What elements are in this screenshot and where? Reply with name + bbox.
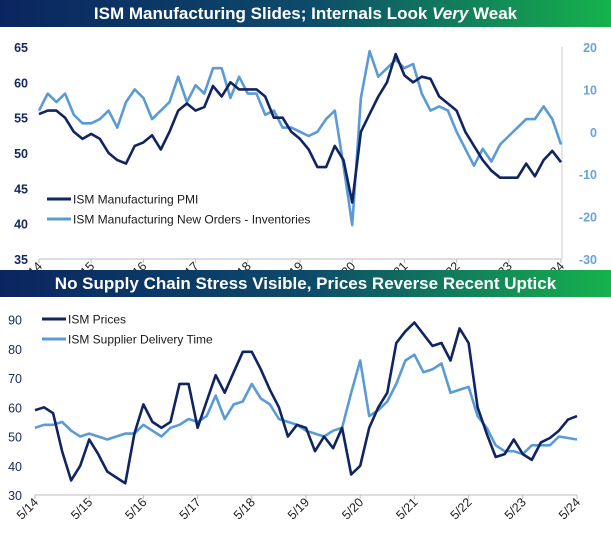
- x-tick-label: 5/20: [339, 495, 366, 522]
- y-right-tick-label: 10: [583, 83, 597, 97]
- chart1-title-text: ISM Manufacturing Slides; Internals Look: [93, 4, 433, 23]
- series-line-ism-prices: [34, 321, 578, 485]
- x-tick-label: 5/14: [18, 259, 45, 270]
- series-line-ism-manufacturing-pmi: [38, 52, 563, 204]
- y-left-tick-label: 40: [8, 460, 22, 474]
- y-left-tick-label: 70: [8, 372, 22, 386]
- y-right-tick-label: 20: [583, 41, 597, 55]
- chart2-plot: 5/14 5/15 5/16 5/17 5/18 5/19 5/20 5/21 5/22 5/23…: [8, 313, 583, 523]
- x-tick-label: 5/16: [122, 495, 149, 522]
- chart1-title-emphasis: Very: [432, 4, 469, 23]
- legend-label: ISM Manufacturing New Orders - Inventori…: [73, 213, 310, 227]
- y-right-tick-label: -30: [579, 253, 597, 267]
- x-tick-label: 5/23: [502, 495, 529, 522]
- x-tick-label: 5/22: [448, 495, 475, 522]
- y-left-tick-label: 60: [14, 76, 28, 90]
- x-tick-label: 5/24: [556, 495, 583, 522]
- y-left-tick-label: 35: [14, 253, 28, 267]
- x-tick-label: 5/22: [436, 259, 463, 270]
- x-tick-label: 5/18: [227, 259, 254, 270]
- y-left-tick-label: 30: [8, 489, 22, 503]
- x-tick-label: 5/15: [70, 259, 97, 270]
- legend-label: ISM Prices: [68, 313, 126, 327]
- x-tick-label: 5/15: [68, 495, 95, 522]
- x-tick-label: 5/20: [331, 259, 358, 270]
- series-line-ism-supplier-delivery-time: [34, 353, 578, 456]
- chart2-title: No Supply Chain Stress Visible, Prices R…: [0, 270, 611, 297]
- x-tick-label: 5/21: [383, 259, 410, 270]
- y-left-tick-label: 90: [8, 314, 22, 328]
- y-left-tick-label: 50: [8, 431, 22, 445]
- y-left-tick-label: 55: [14, 112, 28, 126]
- series-line-ism-manufacturing-new-orders-inventories: [37, 49, 563, 227]
- y-left-tick-label: 60: [8, 401, 22, 415]
- y-right-tick-label: 0: [590, 126, 597, 140]
- chart1-plot: 5/14 5/15 5/16 5/17 5/18 5/19 5/20 5/21 5/22 5/23…: [14, 41, 597, 270]
- x-tick-label: 5/19: [285, 495, 312, 522]
- chart1-title: ISM Manufacturing Slides; Internals Look…: [0, 0, 611, 27]
- chart1-title-text-end: Weak: [468, 4, 518, 23]
- x-tick-label: 5/23: [488, 259, 515, 270]
- x-tick-label: 5/24: [540, 259, 567, 270]
- y-left-tick-label: 45: [14, 182, 28, 196]
- y-left-tick-label: 80: [8, 343, 22, 357]
- x-tick-label: 5/19: [279, 259, 306, 270]
- x-tick-label: 5/21: [393, 495, 420, 522]
- y-left-tick-label: 40: [14, 218, 28, 232]
- y-left-tick-label: 50: [14, 147, 28, 161]
- x-tick-label: 5/16: [122, 259, 149, 270]
- x-tick-label: 5/17: [177, 495, 204, 522]
- x-tick-label: 5/17: [175, 259, 202, 270]
- y-left-tick-label: 65: [14, 41, 28, 55]
- legend-label: ISM Supplier Delivery Time: [68, 333, 213, 347]
- y-right-tick-label: -20: [579, 211, 597, 225]
- x-tick-label: 5/18: [231, 495, 258, 522]
- y-right-tick-label: -10: [579, 168, 597, 182]
- legend-label: ISM Manufacturing PMI: [73, 193, 198, 207]
